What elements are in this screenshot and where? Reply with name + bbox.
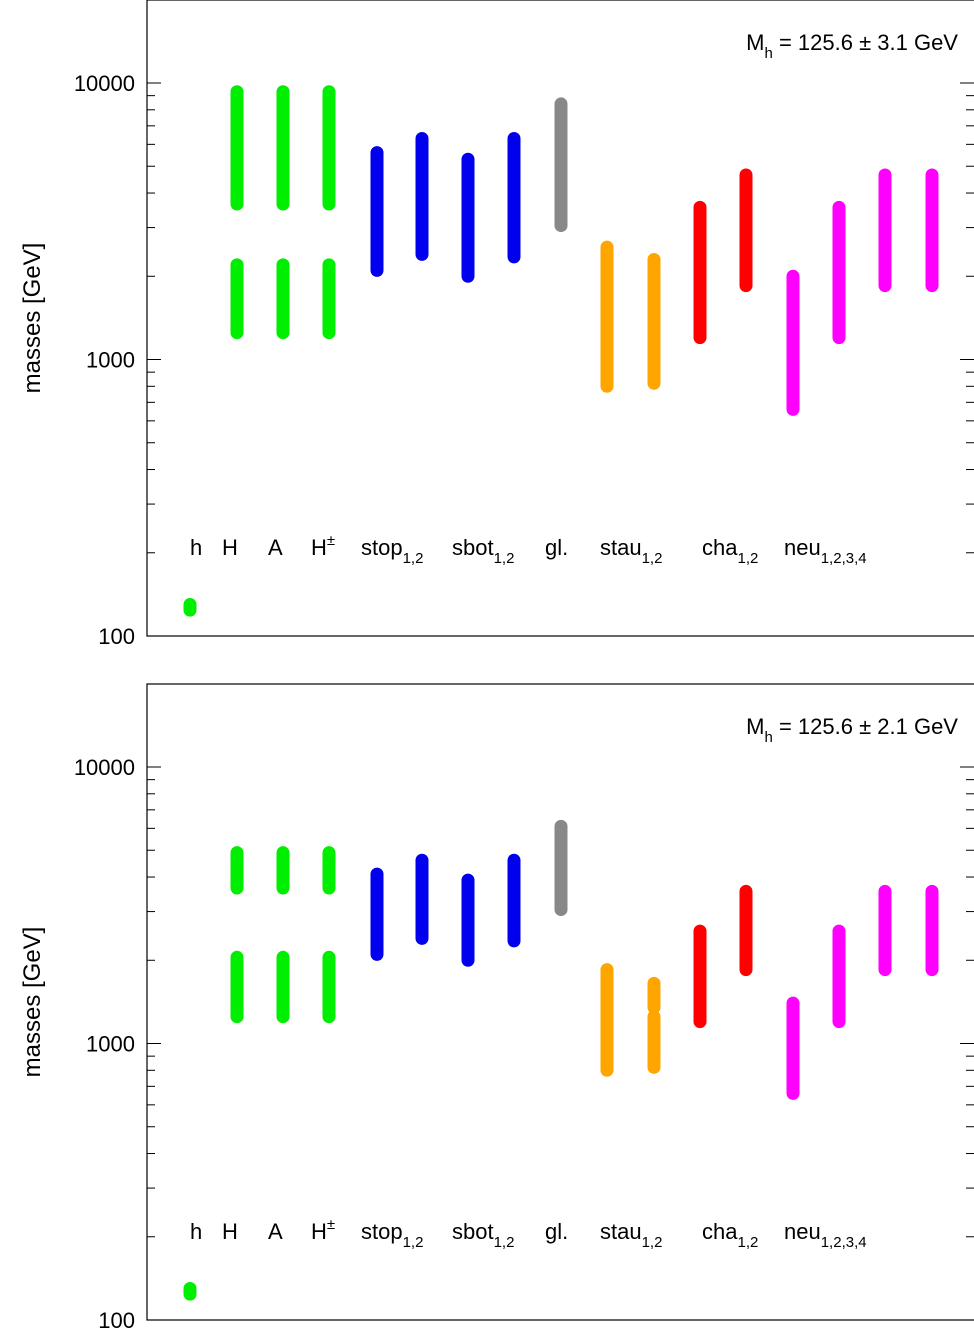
particle-label: H [222, 1219, 238, 1244]
y-axis-label: masses [GeV] [19, 927, 46, 1078]
particle-label: h [190, 535, 202, 560]
particle-label: H [222, 535, 238, 560]
particle-label: stau1,2 [600, 535, 662, 567]
y-tick-label: 10000 [74, 755, 135, 780]
y-tick-label: 100 [98, 1308, 135, 1333]
particle-label: stop1,2 [361, 1219, 423, 1251]
particle-label: stau1,2 [600, 1219, 662, 1251]
particle-label: sbot1,2 [452, 1219, 514, 1251]
particle-label: cha1,2 [702, 535, 758, 567]
y-tick-label: 1000 [86, 348, 135, 373]
particle-label: neu1,2,3,4 [784, 535, 867, 567]
particle-label: stop1,2 [361, 535, 423, 567]
particle-label: h [190, 1219, 202, 1244]
particle-label: H± [311, 532, 335, 560]
plot-frame [146, 0, 974, 637]
particle-label: cha1,2 [702, 1219, 758, 1251]
particle-label: A [268, 535, 283, 560]
y-axis-label: masses [GeV] [19, 243, 46, 394]
plot-frame [146, 683, 974, 1321]
y-tick-label: 10000 [74, 71, 135, 96]
particle-label: A [268, 1219, 283, 1244]
annotation-mh: Mh = 125.6 ± 3.1 GeV [746, 30, 958, 62]
chart-panel-2: 100 1000 10000 masses [GeV] Mh = 125.6 ± 2.1… [19, 683, 974, 1333]
annotation-mh: Mh = 125.6 ± 2.1 GeV [746, 714, 958, 746]
y-tick-label: 100 [98, 624, 135, 649]
particle-label: neu1,2,3,4 [784, 1219, 867, 1251]
particle-label: gl. [545, 1219, 568, 1244]
y-tick-label: 1000 [86, 1032, 135, 1057]
chart-panel-1: 100 1000 10000 masses [GeV] Mh = 125.6 ± 3.1… [19, 0, 974, 649]
particle-label: H± [311, 1216, 335, 1244]
particle-label: sbot1,2 [452, 535, 514, 567]
particle-label: gl. [545, 535, 568, 560]
